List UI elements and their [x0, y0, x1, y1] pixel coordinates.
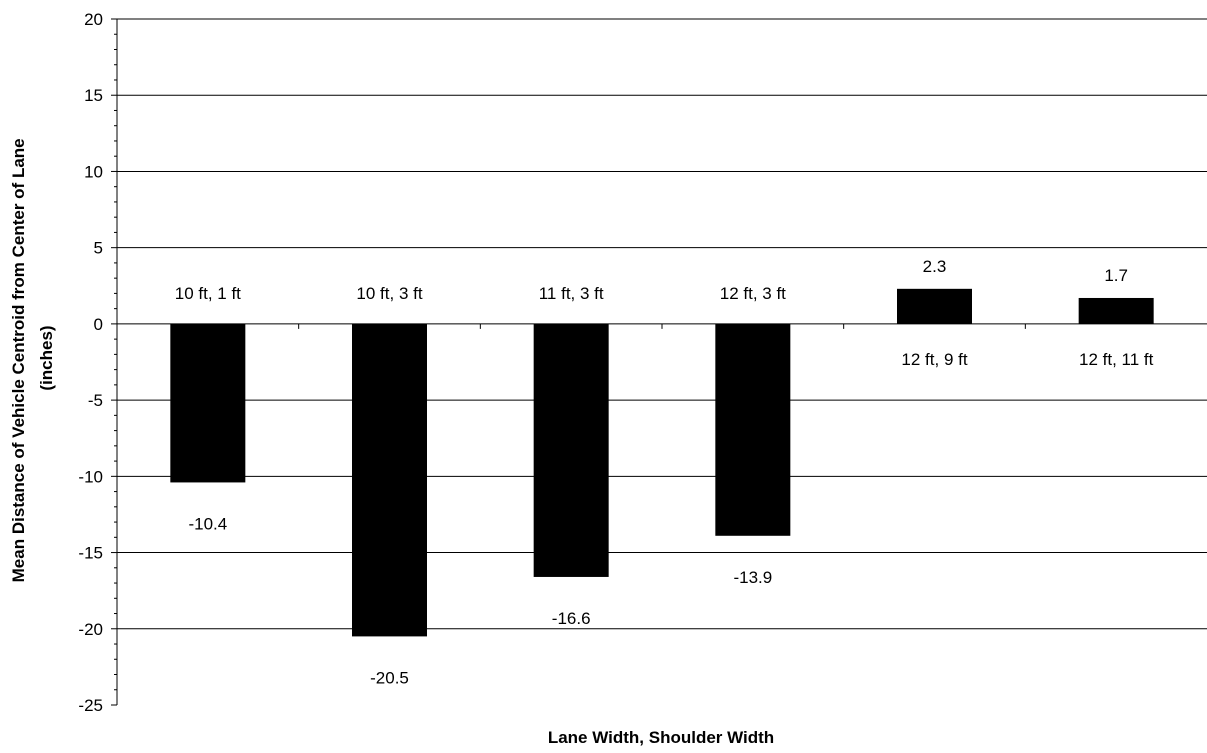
y-tick-label: -20 [78, 620, 103, 639]
bars [170, 288, 1154, 637]
y-tick-label: -15 [78, 544, 103, 563]
y-tick-label: -5 [88, 391, 103, 410]
y-axis-ticks: 20 15 10 5 0 -5 -10 -15 -20 -25 [78, 10, 117, 715]
bar [897, 288, 972, 324]
y-tick-label: 10 [84, 162, 103, 181]
y-tick-label: 0 [94, 315, 103, 334]
y-axis-title-line-1: Mean Distance of Vehicle Centroid from C… [9, 138, 28, 582]
category-label: 11 ft, 3 ft [539, 284, 604, 303]
y-tick-label: 5 [94, 239, 103, 258]
category-label: 10 ft, 3 ft [356, 284, 422, 303]
bar [352, 323, 427, 637]
data-label: -20.5 [370, 668, 409, 687]
category-label: 12 ft, 3 ft [720, 284, 786, 303]
data-label: -13.9 [733, 568, 772, 587]
y-tick-label: 15 [84, 86, 103, 105]
y-axis-title-line-2: (inches) [37, 325, 56, 390]
bar [1078, 297, 1154, 324]
data-label: -16.6 [552, 609, 591, 628]
x-axis-title: Lane Width, Shoulder Width [548, 728, 774, 747]
data-label: -10.4 [188, 514, 227, 533]
y-tick-label: -10 [78, 467, 103, 486]
category-label: 12 ft, 9 ft [901, 350, 967, 369]
data-label: 1.7 [1104, 266, 1128, 285]
category-label: 12 ft, 11 ft [1079, 350, 1154, 369]
bar [715, 323, 791, 536]
labels: 10 ft, 1 ft -10.4 10 ft, 3 ft -20.5 11 ft, 3… [175, 257, 1154, 688]
bar [533, 323, 609, 577]
category-label: 10 ft, 1 ft [175, 284, 241, 303]
y-tick-label: -25 [78, 696, 103, 715]
x-axis-ticks [298, 323, 1026, 329]
bar [170, 323, 246, 483]
y-tick-label: 20 [84, 10, 103, 29]
y-axis-title: Mean Distance of Vehicle Centroid from C… [9, 134, 56, 583]
data-label: 2.3 [923, 257, 947, 276]
gridlines [117, 18, 1207, 630]
